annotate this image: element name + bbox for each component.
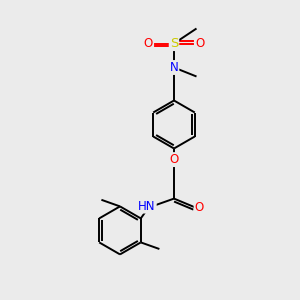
- Text: O: O: [144, 37, 153, 50]
- Text: N: N: [169, 61, 178, 74]
- Text: S: S: [170, 37, 178, 50]
- Text: O: O: [195, 37, 204, 50]
- Text: HN: HN: [138, 200, 156, 213]
- Text: O: O: [169, 153, 178, 166]
- Text: O: O: [195, 201, 204, 214]
